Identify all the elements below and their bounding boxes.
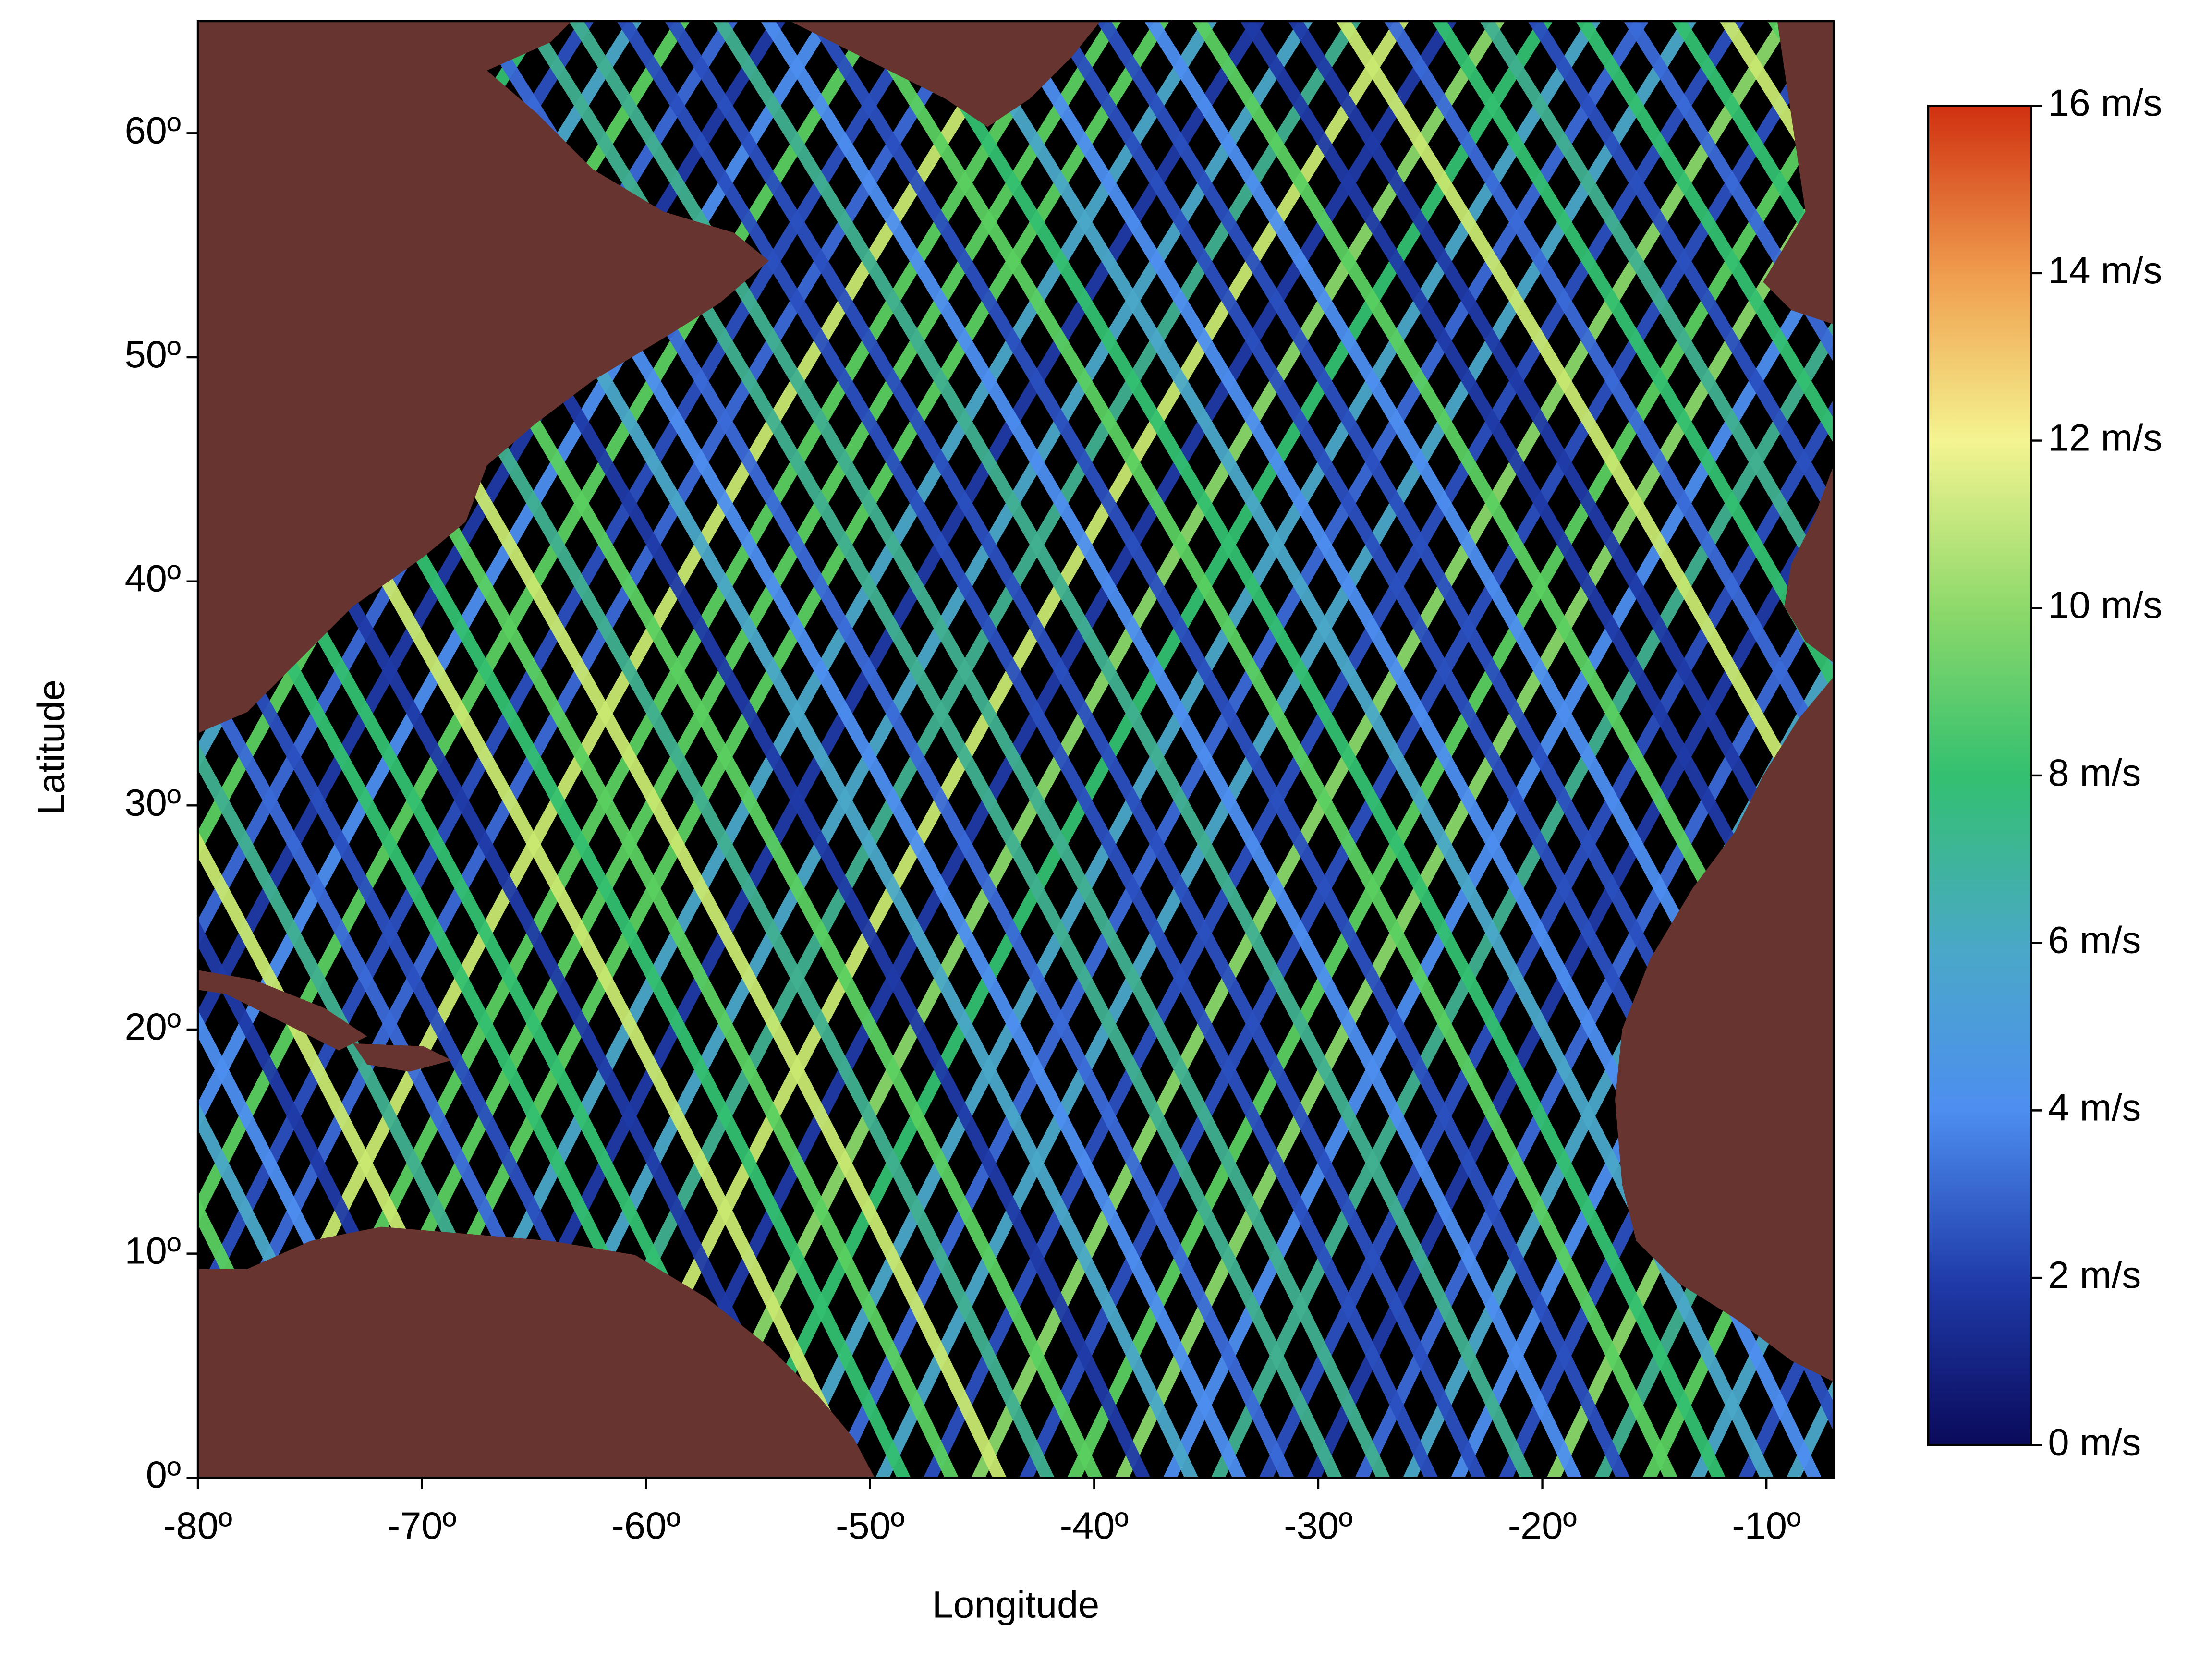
track xyxy=(1480,21,1834,609)
y-tick-label: 30º xyxy=(125,781,181,824)
track xyxy=(0,0,161,1506)
colorbar xyxy=(1927,105,2032,1446)
y-tick-label: 40º xyxy=(125,557,181,600)
track xyxy=(1336,21,1834,868)
track xyxy=(2163,0,2212,1506)
track xyxy=(198,409,767,1478)
y-tick-label: 50º xyxy=(125,333,181,376)
track xyxy=(712,21,1534,1478)
x-tick-label: -50º xyxy=(836,1504,905,1547)
north-america xyxy=(198,21,769,733)
track xyxy=(198,1196,336,1478)
x-tick-label: -80º xyxy=(163,1504,232,1547)
y-tick-label: 60º xyxy=(125,109,181,151)
track xyxy=(0,0,150,1506)
y-tick-label: 20º xyxy=(125,1005,181,1048)
x-tick-label: -70º xyxy=(388,1504,457,1547)
track xyxy=(1865,0,2212,1506)
track xyxy=(1192,21,1834,1141)
track xyxy=(1623,21,1834,363)
track xyxy=(760,21,1582,1478)
track xyxy=(0,0,6,1506)
plot-frame xyxy=(196,20,1835,1479)
x-tick-label: -60º xyxy=(611,1504,681,1547)
track xyxy=(198,249,863,1478)
x-tick-label: -10º xyxy=(1732,1504,1801,1547)
colorbar-tick-label: 10 m/s xyxy=(2048,583,2162,626)
labrador-coast-islands xyxy=(226,56,424,254)
track xyxy=(616,21,1438,1478)
track xyxy=(198,328,815,1478)
africa xyxy=(1615,677,1834,1382)
track xyxy=(1527,21,1834,526)
y-axis-label: Latitude xyxy=(29,679,72,815)
cuba xyxy=(198,970,367,1051)
iberia xyxy=(1784,465,1834,663)
south-america xyxy=(198,1226,875,1478)
land xyxy=(198,21,1834,1478)
colorbar-tick-label: 4 m/s xyxy=(2048,1086,2141,1128)
track xyxy=(664,21,1486,1478)
track xyxy=(808,21,1630,1478)
track xyxy=(0,0,17,1506)
greenland xyxy=(790,21,1101,127)
x-axis-label: Longitude xyxy=(932,1583,1099,1625)
colorbar-tick-label: 16 m/s xyxy=(2048,81,2162,124)
colorbar-tick-label: 2 m/s xyxy=(2048,1253,2141,1296)
track xyxy=(1671,21,1834,283)
track xyxy=(1432,21,1834,694)
colorbar-tick-label: 6 m/s xyxy=(2048,919,2141,961)
track xyxy=(198,170,911,1478)
hispaniola xyxy=(352,1043,452,1072)
x-tick-label: -20º xyxy=(1508,1504,1577,1547)
colorbar-tick-label: 0 m/s xyxy=(2048,1421,2141,1464)
colorbar-tick-label: 8 m/s xyxy=(2048,751,2141,794)
y-tick-label: 10º xyxy=(125,1229,181,1272)
europe xyxy=(1763,21,1834,325)
track xyxy=(2152,0,2212,1506)
track xyxy=(1144,21,1834,1236)
x-tick-label: -30º xyxy=(1284,1504,1353,1547)
track xyxy=(856,21,1678,1478)
y-tick-label: 0º xyxy=(146,1453,181,1496)
x-tick-label: -40º xyxy=(1060,1504,1129,1547)
track xyxy=(1876,0,2212,1506)
colorbar-tick-label: 12 m/s xyxy=(2048,416,2162,459)
track xyxy=(521,21,1342,1478)
colorbar-tick-label: 14 m/s xyxy=(2048,249,2162,291)
track xyxy=(569,21,1390,1478)
track xyxy=(1288,21,1834,958)
track xyxy=(1240,21,1834,1048)
track xyxy=(1575,21,1834,444)
track xyxy=(904,21,1726,1478)
